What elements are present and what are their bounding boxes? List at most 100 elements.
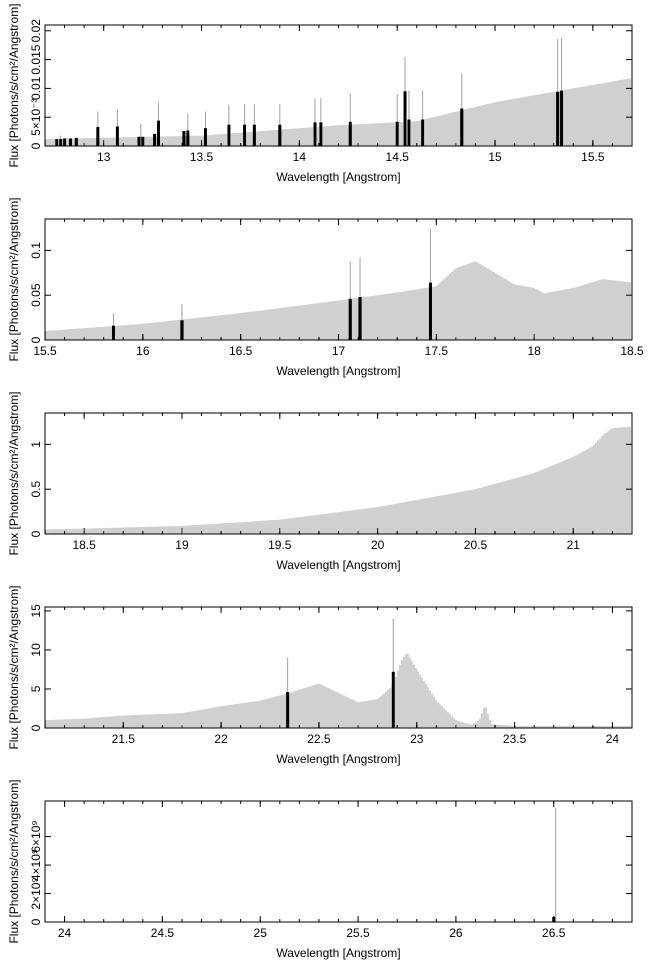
emission-line [421,119,425,146]
x-tick-label: 22.5 [307,732,331,746]
emission-line [186,130,190,146]
emission-line [460,108,464,146]
x-tick-label: 23.5 [503,732,527,746]
panel-4: 21.5 22 22.5 23 23.5 24 0 5 10 15 Wavelength [Angs… [7,585,633,766]
emission-line [182,131,186,146]
emission-line [428,282,432,340]
x-axis-title: Wavelength [Angstrom] [276,170,400,184]
emission-line [180,320,184,340]
y-axis-title: Flux [Photons/s/cm²/Angstrom] [7,585,21,749]
x-axis-title: Wavelength [Angstrom] [276,364,400,378]
y-axis-title: Flux [Photons/s/cm²/Angstrom] [7,197,21,361]
emission-line [407,119,411,146]
emission-line [203,128,207,146]
x-tick-label: 25 [254,926,268,940]
y-tick-label: 0.02 [29,19,43,43]
x-tick-label: 14.5 [386,150,410,164]
x-tick-label: 24.5 [151,926,175,940]
x-tick-label: 26 [449,926,463,940]
y-axis-title: Flux [Photons/s/cm²/Angstrom] [7,391,21,555]
y-tick-label: 0 [29,724,43,731]
y-tick-label: 0 [29,142,43,149]
emission-line [74,137,78,146]
y-axis-title: Flux [Photons/s/cm²/Angstrom] [7,3,21,167]
emission-line [319,122,323,146]
y-tick-label: 0.01 [29,76,43,100]
x-tick-label: 20.5 [464,538,488,552]
x-tick-label: 18.5 [620,344,644,358]
x-tick-label: 19.5 [268,538,292,552]
plot-frame [44,800,633,923]
emission-line [348,121,352,146]
y-tick-label: 2×10⁹ [29,877,43,909]
x-tick-label: 16.5 [229,344,253,358]
emission-line [111,325,115,340]
emission-line [137,136,141,146]
y-tick-label: 1 [29,441,43,448]
y-tick-label: 0.015 [29,44,43,74]
x-tick-label: 17.5 [425,344,449,358]
y-tick-label: 4×10⁹ [29,849,43,881]
emission-line [278,124,282,146]
emission-line [156,120,160,146]
y-tick-label: 15 [29,604,43,618]
x-tick-label: 17 [332,344,346,358]
x-tick-label: 21 [567,538,581,552]
x-tick-label: 22 [214,732,228,746]
x-tick-label: 24 [606,732,620,746]
emission-line [59,139,63,146]
emission-line [252,124,256,146]
panel-3: 18.5 19 19.5 20 20.5 21 0 0.5 1 Wavelength [Angst… [7,391,633,572]
y-tick-label: 0 [29,336,43,343]
x-tick-label: 26.5 [542,926,566,940]
panel-2: 15.5 16 16.5 17 17.5 18 18.5 0 0.05 0.1 Wavelength… [7,197,644,378]
emission-line [243,124,247,146]
y-tick-label: 0.1 [29,242,43,259]
y-tick-label: 6×10⁹ [29,821,43,853]
y-tick-label: 0.5 [29,481,43,498]
emission-line [286,692,290,728]
emission-line [96,126,100,146]
x-tick-label: 18.5 [72,538,96,552]
emission-line [63,138,67,146]
x-axis-title: Wavelength [Angstrom] [276,946,400,960]
y-tick-label: 10 [29,643,43,657]
x-tick-label: 15.5 [33,344,57,358]
emission-line [115,126,119,146]
emission-line [556,91,560,146]
x-tick-label: 21.5 [112,732,136,746]
x-axis-title: Wavelength [Angstrom] [276,558,400,572]
y-tick-label: 5×10⁻³ [29,99,43,136]
emission-line [227,124,231,146]
y-tick-label: 0.05 [29,283,43,307]
x-axis-title: Wavelength [Angstrom] [276,752,400,766]
emission-line [313,122,317,146]
x-tick-label: 23 [410,732,424,746]
emission-line [141,136,145,146]
continuum-bins [45,261,631,340]
y-axis-title: Flux [Photons/s/cm²/Angstrom] [7,779,21,943]
emission-line [153,133,157,146]
x-tick-label: 19 [175,538,189,552]
continuum-bins [45,78,631,146]
emission-line [348,298,352,340]
y-tick-label: 5 [29,685,43,692]
emission-line [358,296,362,340]
continuum-bins [45,426,631,534]
emission-line [68,138,72,146]
x-tick-label: 13.5 [190,150,214,164]
y-tick-label: 0 [29,530,43,537]
x-tick-label: 24 [58,926,72,940]
x-tick-label: 15.5 [581,150,605,164]
x-tick-label: 16 [136,344,150,358]
x-tick-label: 13 [97,150,111,164]
x-tick-label: 15 [488,150,502,164]
emission-line [395,121,399,146]
emission-line [403,91,407,146]
emission-line [55,139,59,146]
x-tick-label: 18 [527,344,541,358]
y-tick-label: 0 [29,918,43,925]
